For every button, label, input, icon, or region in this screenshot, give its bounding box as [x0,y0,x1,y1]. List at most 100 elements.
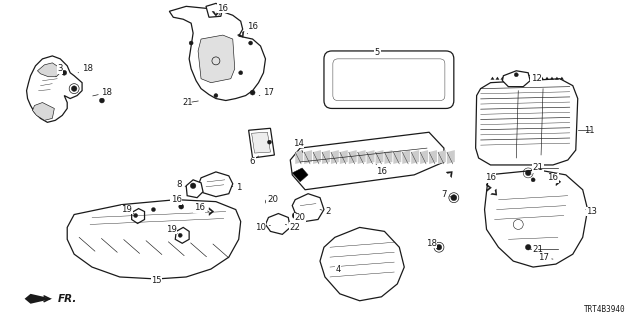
Polygon shape [340,150,348,164]
Polygon shape [27,56,82,122]
Circle shape [214,93,218,98]
Text: 19: 19 [121,205,134,214]
Polygon shape [520,77,524,80]
Text: 21: 21 [182,98,193,107]
Polygon shape [535,77,539,80]
Polygon shape [24,294,52,304]
Circle shape [436,244,442,250]
Polygon shape [490,77,495,80]
Circle shape [268,140,271,144]
Circle shape [248,41,253,45]
Circle shape [189,41,193,45]
Polygon shape [266,213,291,234]
Polygon shape [394,150,401,164]
Polygon shape [540,77,544,80]
Polygon shape [525,77,529,80]
Polygon shape [403,150,410,164]
Text: 22: 22 [285,223,301,232]
Polygon shape [186,180,203,198]
Text: 13: 13 [586,207,597,216]
Text: 4: 4 [335,265,340,274]
Text: 18: 18 [93,88,113,97]
Polygon shape [506,77,509,80]
Text: 3: 3 [56,64,63,76]
Circle shape [62,70,67,75]
Circle shape [72,86,77,92]
Text: 21: 21 [531,164,543,175]
Circle shape [152,208,156,212]
Polygon shape [530,77,534,80]
Polygon shape [304,150,312,164]
Text: 16: 16 [193,203,209,212]
Circle shape [190,183,196,188]
Polygon shape [67,200,241,279]
Polygon shape [331,150,339,164]
Text: 10: 10 [255,223,271,232]
Text: 18: 18 [426,239,439,248]
Polygon shape [132,209,145,223]
Polygon shape [556,178,561,186]
Polygon shape [376,150,383,164]
Polygon shape [320,228,404,301]
Text: 19: 19 [166,225,177,234]
Polygon shape [447,150,455,164]
Polygon shape [500,77,504,80]
Polygon shape [367,150,374,164]
Text: 20: 20 [294,213,306,222]
Polygon shape [209,208,214,215]
Polygon shape [292,194,324,221]
Polygon shape [476,79,578,165]
Text: TRT4B3940: TRT4B3940 [584,305,625,314]
Polygon shape [412,150,419,164]
Polygon shape [438,150,446,164]
Polygon shape [198,35,235,83]
Polygon shape [292,168,308,182]
Circle shape [250,90,255,95]
Circle shape [531,178,535,182]
Polygon shape [555,77,559,80]
Text: 16: 16 [247,22,258,34]
Text: 12: 12 [528,74,541,83]
Polygon shape [237,31,244,37]
Polygon shape [515,77,519,80]
Circle shape [525,244,531,250]
Circle shape [292,212,298,219]
Text: 14: 14 [292,139,304,153]
Text: 11: 11 [584,126,595,135]
Text: 21: 21 [530,245,543,254]
FancyBboxPatch shape [324,51,454,108]
Polygon shape [313,150,321,164]
Polygon shape [486,184,492,192]
Polygon shape [198,172,233,197]
Text: FR.: FR. [58,294,77,304]
Polygon shape [550,77,554,80]
Polygon shape [291,132,444,190]
Polygon shape [491,189,497,195]
Text: 16: 16 [547,173,559,184]
Text: 18: 18 [78,64,93,73]
Text: 6: 6 [250,156,259,166]
Circle shape [515,73,518,77]
Text: 16: 16 [376,164,387,176]
Text: 17: 17 [259,88,274,97]
Polygon shape [295,150,303,164]
Circle shape [451,195,457,201]
Polygon shape [545,77,549,80]
Polygon shape [420,150,428,164]
Text: 16: 16 [485,173,496,185]
Text: 20: 20 [267,195,278,204]
Polygon shape [349,150,356,164]
Text: 16: 16 [171,195,182,207]
Text: 8: 8 [177,180,186,189]
Polygon shape [484,170,588,267]
Text: 15: 15 [151,276,162,285]
Polygon shape [502,71,530,87]
Polygon shape [248,128,275,158]
Text: 5: 5 [375,48,380,57]
Polygon shape [495,77,499,80]
Text: 7: 7 [441,190,451,199]
Circle shape [134,213,138,218]
Circle shape [99,98,104,103]
Text: 2: 2 [320,207,331,216]
Polygon shape [33,102,54,120]
